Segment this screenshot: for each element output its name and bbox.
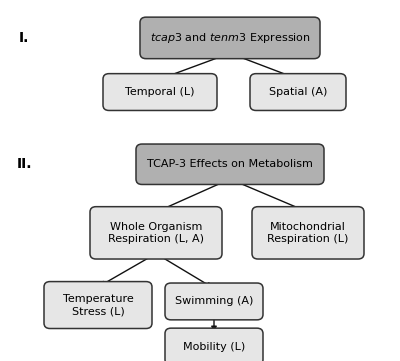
FancyBboxPatch shape: [44, 282, 152, 329]
Text: Spatial (A): Spatial (A): [269, 87, 327, 97]
Text: TCAP-3 Effects on Metabolism: TCAP-3 Effects on Metabolism: [147, 159, 313, 169]
Text: Temperature
Stress (L): Temperature Stress (L): [63, 294, 133, 316]
Text: II.: II.: [16, 157, 32, 171]
FancyBboxPatch shape: [165, 328, 263, 361]
FancyBboxPatch shape: [165, 283, 263, 320]
FancyBboxPatch shape: [103, 74, 217, 110]
FancyBboxPatch shape: [252, 206, 364, 259]
FancyBboxPatch shape: [90, 206, 222, 259]
Text: I.: I.: [19, 31, 29, 45]
Text: $\it{tcap3}$ and $\it{tenm3}$ Expression: $\it{tcap3}$ and $\it{tenm3}$ Expression: [150, 31, 310, 45]
Text: Swimming (A): Swimming (A): [175, 296, 253, 306]
FancyBboxPatch shape: [250, 74, 346, 110]
Text: Temporal (L): Temporal (L): [125, 87, 195, 97]
Text: Mobility (L): Mobility (L): [183, 342, 245, 352]
Text: Mitochondrial
Respiration (L): Mitochondrial Respiration (L): [267, 222, 349, 244]
FancyBboxPatch shape: [140, 17, 320, 58]
FancyBboxPatch shape: [136, 144, 324, 184]
Text: Whole Organism
Respiration (L, A): Whole Organism Respiration (L, A): [108, 222, 204, 244]
